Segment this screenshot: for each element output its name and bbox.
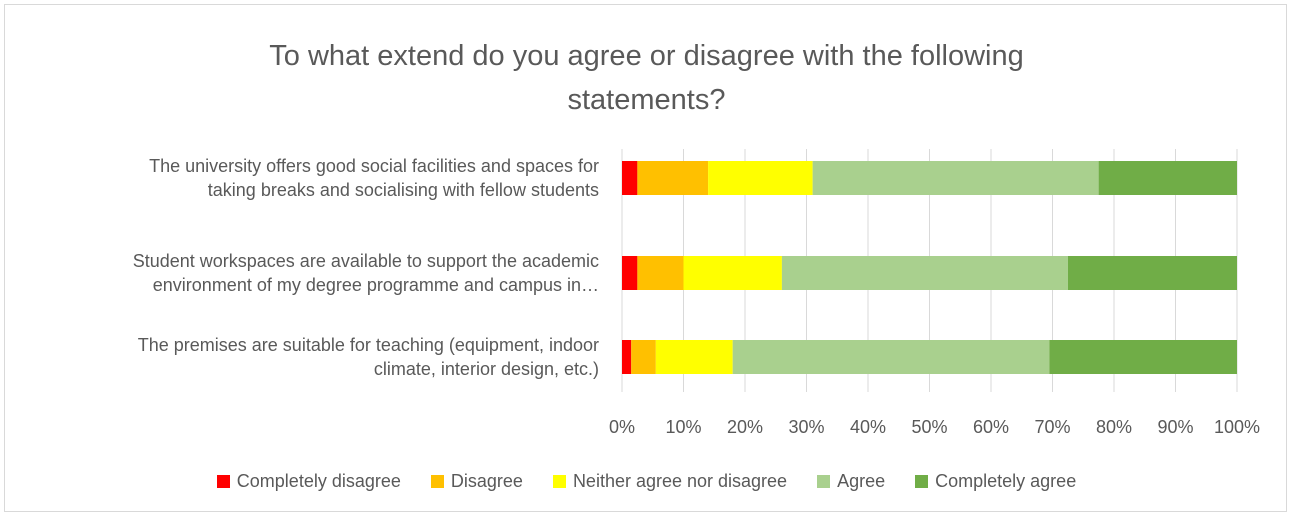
bar-segment: [622, 161, 638, 195]
legend-item: Agree: [817, 471, 885, 492]
x-tick-label: 70%: [1034, 417, 1070, 437]
legend-label: Agree: [837, 471, 886, 491]
legend-swatch: [430, 475, 444, 488]
legend-swatch: [216, 475, 230, 488]
bar-segment: [622, 340, 632, 374]
bar-segment: [683, 256, 782, 290]
x-tick-label: 100%: [1214, 417, 1260, 437]
x-tick-label: 20%: [727, 417, 763, 437]
x-tick-label: 80%: [1096, 417, 1132, 437]
x-tick-label: 90%: [1157, 417, 1193, 437]
legend-item: Completely agree: [915, 471, 1076, 492]
bar-segment: [1049, 340, 1237, 374]
legend-swatch: [552, 475, 566, 488]
x-tick-label: 40%: [850, 417, 886, 437]
legend-label: Completely disagree: [236, 471, 401, 491]
bar-segment: [1098, 161, 1237, 195]
bar-segment: [781, 256, 1068, 290]
bar-segment: [1067, 256, 1237, 290]
legend-item: Neither agree nor disagree: [552, 471, 788, 492]
x-tick-label: 0%: [609, 417, 635, 437]
bar-segment: [637, 256, 684, 290]
legend-swatch: [817, 475, 831, 488]
legend-swatch: [915, 475, 929, 488]
bar-segment: [637, 161, 709, 195]
legend: Completely disagree Disagree Neither agree…: [0, 471, 1293, 492]
x-tick-label: 50%: [911, 417, 947, 437]
bar-segment: [812, 161, 1099, 195]
bar-segment: [622, 256, 638, 290]
legend-label: Disagree: [450, 471, 523, 491]
category-label: Student workspaces are available to supp…: [133, 251, 599, 295]
legend-label: Completely agree: [935, 471, 1077, 491]
x-tick-label: 10%: [665, 417, 701, 437]
category-label: The university offers good social facili…: [149, 156, 599, 200]
bar-segment: [655, 340, 733, 374]
legend-label: Neither agree nor disagree: [572, 471, 788, 491]
bar-segment: [631, 340, 656, 374]
category-label: The premises are suitable for teaching (…: [138, 335, 599, 379]
x-tick-label: 60%: [973, 417, 1009, 437]
legend-item: Disagree: [430, 471, 523, 492]
bar-segment: [732, 340, 1050, 374]
legend-item: Completely disagree: [216, 471, 401, 492]
x-tick-label: 30%: [788, 417, 824, 437]
chart-title: To what extend do you agree or disagree …: [269, 40, 1024, 116]
bar-segment: [708, 161, 813, 195]
